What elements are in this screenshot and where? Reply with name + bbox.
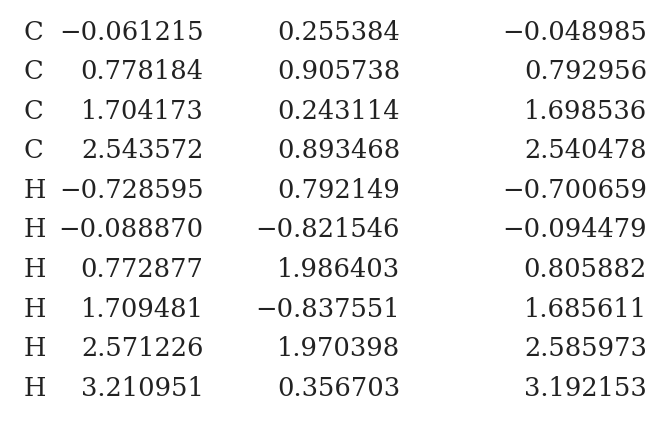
Text: C: C xyxy=(23,20,43,44)
Text: 0.255384: 0.255384 xyxy=(277,20,400,44)
Text: 0.772877: 0.772877 xyxy=(81,256,203,281)
Text: 0.792956: 0.792956 xyxy=(524,59,647,84)
Text: 0.243114: 0.243114 xyxy=(277,99,400,123)
Text: H: H xyxy=(23,217,46,242)
Text: H: H xyxy=(23,178,46,202)
Text: 0.792149: 0.792149 xyxy=(277,178,400,202)
Text: 2.571226: 2.571226 xyxy=(81,335,203,360)
Text: −0.728595: −0.728595 xyxy=(59,178,203,202)
Text: 1.709481: 1.709481 xyxy=(81,296,203,321)
Text: 3.192153: 3.192153 xyxy=(524,375,647,400)
Text: 2.540478: 2.540478 xyxy=(524,138,647,163)
Text: 0.905738: 0.905738 xyxy=(277,59,400,84)
Text: 1.970398: 1.970398 xyxy=(277,335,400,360)
Text: 2.585973: 2.585973 xyxy=(524,335,647,360)
Text: −0.837551: −0.837551 xyxy=(255,296,400,321)
Text: H: H xyxy=(23,256,46,281)
Text: −0.048985: −0.048985 xyxy=(502,20,647,44)
Text: H: H xyxy=(23,296,46,321)
Text: 1.685611: 1.685611 xyxy=(524,296,647,321)
Text: 1.704173: 1.704173 xyxy=(81,99,203,123)
Text: 2.543572: 2.543572 xyxy=(81,138,203,163)
Text: 0.893468: 0.893468 xyxy=(277,138,400,163)
Text: H: H xyxy=(23,335,46,360)
Text: 3.210951: 3.210951 xyxy=(81,375,203,400)
Text: 1.698536: 1.698536 xyxy=(524,99,647,123)
Text: C: C xyxy=(23,138,43,163)
Text: 0.805882: 0.805882 xyxy=(524,256,647,281)
Text: 1.986403: 1.986403 xyxy=(277,256,400,281)
Text: 0.356703: 0.356703 xyxy=(277,375,400,400)
Text: C: C xyxy=(23,59,43,84)
Text: H: H xyxy=(23,375,46,400)
Text: 0.778184: 0.778184 xyxy=(81,59,203,84)
Text: −0.094479: −0.094479 xyxy=(502,217,647,242)
Text: C: C xyxy=(23,99,43,123)
Text: −0.700659: −0.700659 xyxy=(502,178,647,202)
Text: −0.061215: −0.061215 xyxy=(59,20,203,44)
Text: −0.088870: −0.088870 xyxy=(58,217,203,242)
Text: −0.821546: −0.821546 xyxy=(255,217,400,242)
